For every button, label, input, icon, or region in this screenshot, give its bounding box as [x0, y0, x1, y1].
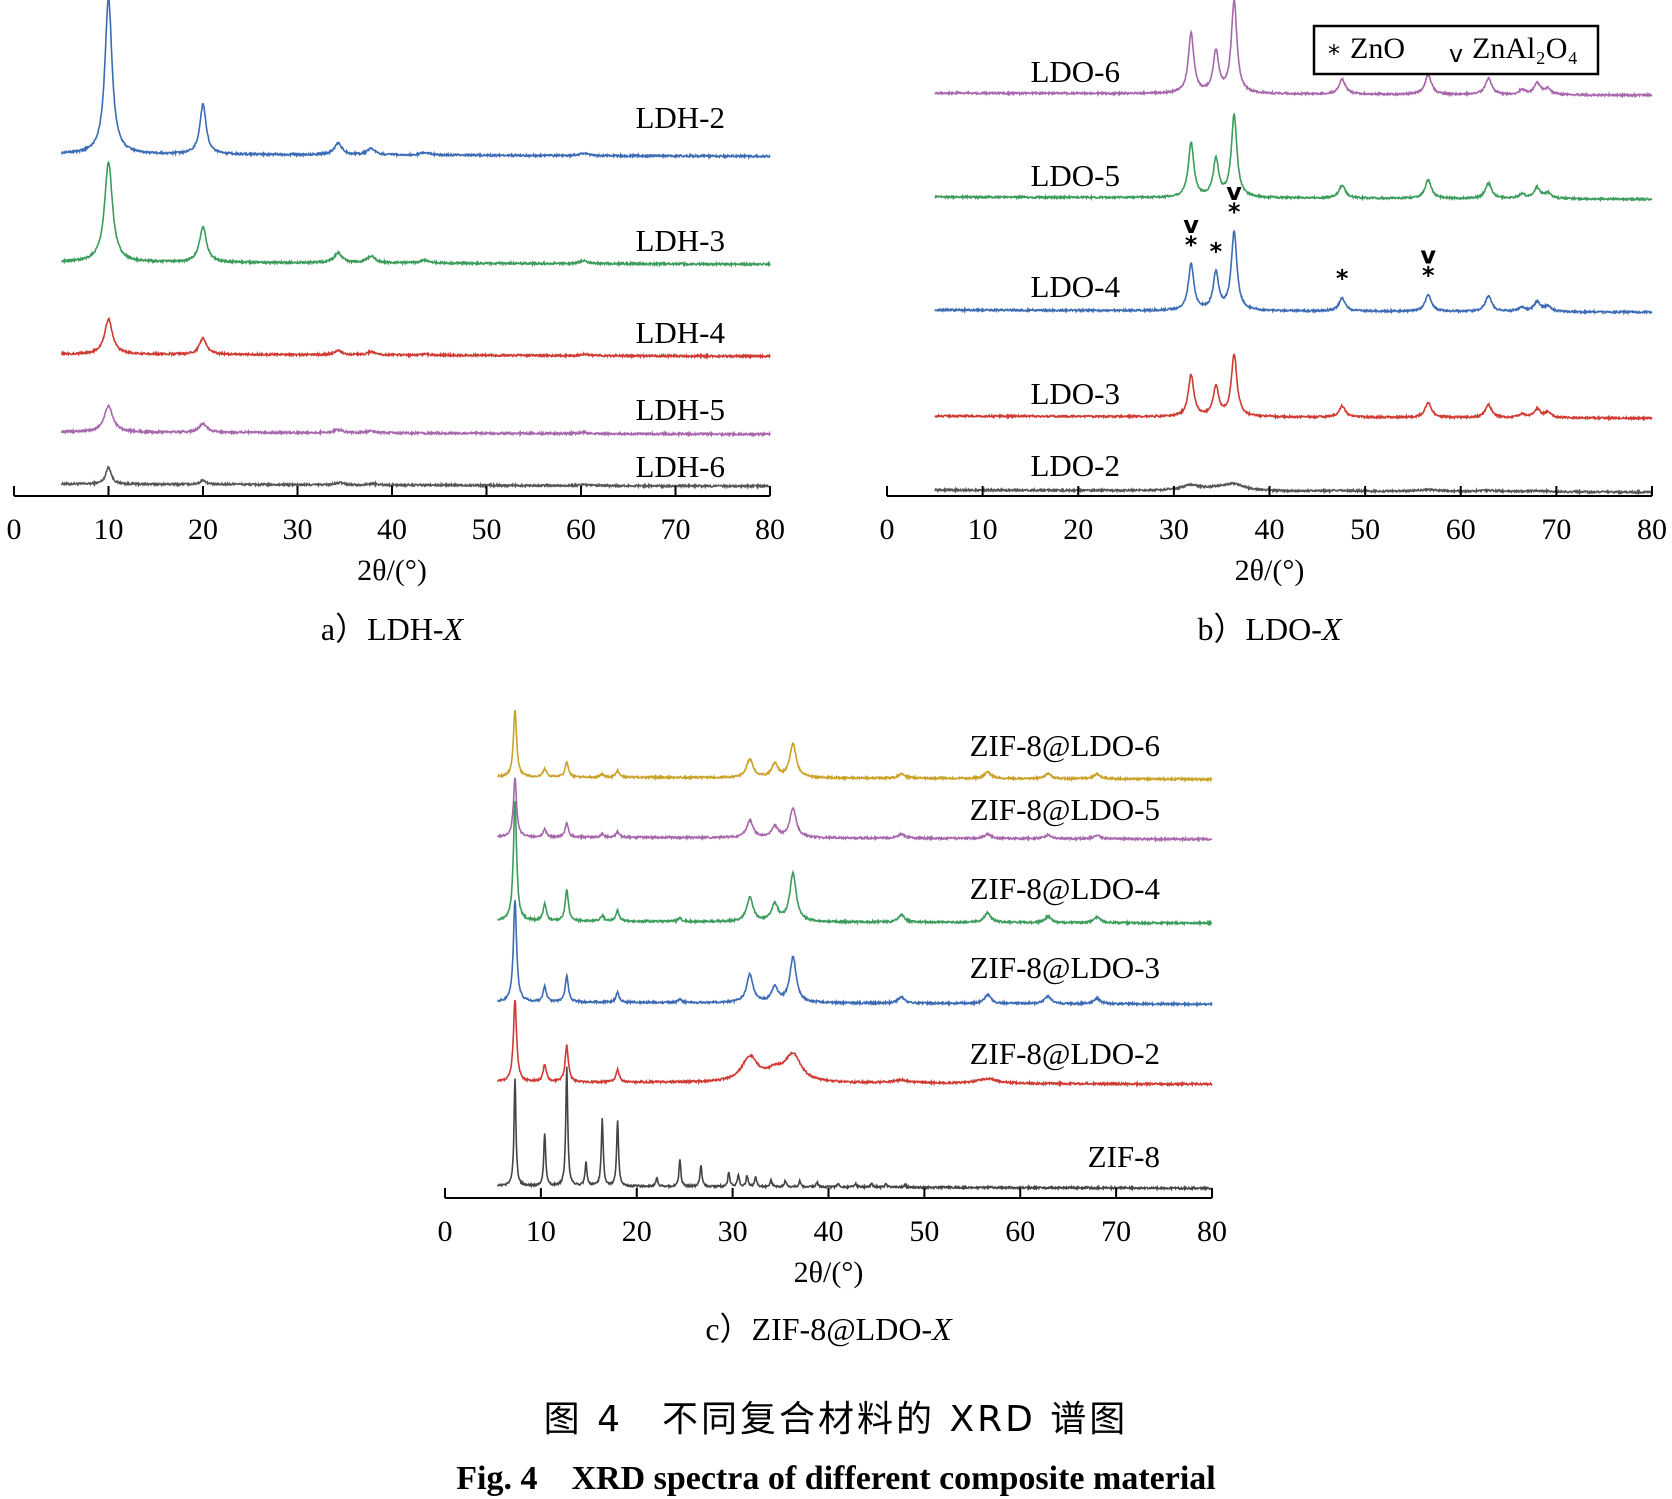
- x-tick-label: 60: [1005, 1215, 1035, 1248]
- x-tick-label: 70: [1101, 1215, 1131, 1248]
- chart-panel-c: ZIF-8 ZIF-8@LDO-2 ZIF-8@LDO-3 ZIF-8@LDO-4 ZI…: [438, 710, 1227, 1347]
- panel-label-a: a）LDH-X: [321, 611, 465, 647]
- series-line-ldo-6: [934, 0, 1653, 99]
- x-tick-label: 30: [283, 513, 313, 546]
- zno-peak-marker: *: [1228, 198, 1241, 226]
- panel-label-variable: X: [930, 1311, 953, 1347]
- series-label-ldh-2: LDH-2: [635, 100, 725, 135]
- x-tick-label: 10: [526, 1215, 556, 1248]
- panel-label-text: a）LDH-: [321, 611, 444, 647]
- panel-label-text: c）ZIF-8@LDO-: [705, 1311, 932, 1347]
- series-line-ldh-4: [60, 316, 771, 360]
- x-tick-label: 30: [1159, 513, 1189, 546]
- x-tick-label: 60: [1446, 513, 1476, 546]
- series-line-zif-8-ldo-5: [497, 777, 1212, 843]
- series-line-ldh-3: [60, 160, 771, 268]
- series-label-ldh-3: LDH-3: [635, 223, 725, 258]
- series-line-ldo-2: [934, 481, 1653, 496]
- chart-panel-a: LDH-6 LDH-5 LDH-4 LDH-3 LDH-2 0 10 20 30 40 50 60 70…: [7, 0, 785, 647]
- x-tick-label: 0: [438, 1215, 453, 1248]
- series-label-ldh-4: LDH-4: [635, 315, 725, 350]
- panel-label-b: b）LDO-X: [1198, 611, 1343, 647]
- series-line-ldo-3: [934, 353, 1653, 422]
- zno-peak-marker: *: [1336, 265, 1349, 293]
- zno-peak-marker: *: [1422, 261, 1435, 289]
- figure-caption-english: Fig. 4 XRD spectra of different composit…: [456, 1460, 1216, 1497]
- x-tick-label: 80: [755, 513, 785, 546]
- x-tick-label: 10: [94, 513, 124, 546]
- series-label-ldo-5: LDO-5: [1030, 158, 1120, 193]
- x-tick-label: 0: [880, 513, 895, 546]
- x-tick-label: 80: [1197, 1215, 1227, 1248]
- panel-label-variable: X: [1320, 611, 1343, 647]
- series-label-ldo-3: LDO-3: [1030, 376, 1120, 411]
- series-label-zif-8: ZIF-8: [1088, 1139, 1160, 1174]
- x-tick-label: 80: [1637, 513, 1667, 546]
- x-tick-label: 20: [188, 513, 218, 546]
- zno-peak-marker: *: [1185, 231, 1198, 259]
- series-label-ldo-2: LDO-2: [1030, 448, 1120, 483]
- znal2o4-peak-marker: v: [1183, 211, 1199, 239]
- series-line-ldh-6: [60, 465, 771, 491]
- series-line-zif-8: [496, 1066, 1213, 1192]
- legend-marker: *: [1328, 40, 1340, 68]
- series-label-zif-8-ldo-3: ZIF-8@LDO-3: [970, 950, 1160, 985]
- series-line-zif-8-ldo-4: [497, 800, 1213, 928]
- x-axis-title: 2θ/(°): [1235, 554, 1305, 587]
- chart-panel-b: LDO-2 LDO-3 LDO-4 LDO-5 LDO-6 0 10 20 30 40 50 60 70…: [880, 0, 1667, 647]
- x-tick-label: 20: [622, 1215, 652, 1248]
- x-tick-label: 20: [1063, 513, 1093, 546]
- x-tick-label: 10: [968, 513, 998, 546]
- panel-label-c: c）ZIF-8@LDO-X: [705, 1311, 953, 1347]
- legend: * ZnO v ZnAl₂O₄: [1312, 24, 1600, 76]
- panel-label-variable: X: [442, 611, 465, 647]
- series-line-ldh-2: [60, 0, 771, 161]
- panel-label-text: b）LDO-: [1198, 611, 1322, 647]
- x-tick-label: 40: [814, 1215, 844, 1248]
- zno-peak-marker: *: [1210, 237, 1223, 265]
- x-tick-label: 50: [472, 513, 502, 546]
- x-tick-label: 0: [7, 513, 22, 546]
- series-line-zif-8-ldo-6: [497, 710, 1213, 783]
- series-line-ldo-4: [934, 229, 1653, 316]
- legend-entry-label: ZnAl₂O₄: [1472, 32, 1578, 65]
- x-tick-label: 40: [1255, 513, 1285, 546]
- figure-caption-chinese: 图 4 不同复合材料的 XRD 谱图: [543, 1399, 1129, 1440]
- series-label-zif-8-ldo-6: ZIF-8@LDO-6: [970, 728, 1160, 763]
- legend-entry-label: ZnO: [1350, 32, 1405, 65]
- series-line-ldo-5: [934, 112, 1653, 203]
- znal2o4-peak-marker: v: [1420, 241, 1436, 269]
- x-tick-label: 50: [909, 1215, 939, 1248]
- series-label-zif-8-ldo-2: ZIF-8@LDO-2: [970, 1036, 1160, 1071]
- legend-marker: v: [1449, 40, 1463, 68]
- series-label-ldo-4: LDO-4: [1030, 269, 1120, 304]
- x-tick-label: 70: [661, 513, 691, 546]
- series-label-zif-8-ldo-5: ZIF-8@LDO-5: [970, 792, 1160, 827]
- x-tick-label: 30: [718, 1215, 748, 1248]
- x-axis-title: 2θ/(°): [794, 1256, 864, 1289]
- series-line-zif-8-ldo-3: [497, 900, 1213, 1008]
- series-label-ldh-6: LDH-6: [635, 449, 725, 484]
- x-tick-label: 50: [1350, 513, 1380, 546]
- legend-box: [1312, 24, 1600, 76]
- znal2o4-peak-marker: v: [1226, 178, 1242, 206]
- series-label-ldh-5: LDH-5: [635, 392, 725, 427]
- x-tick-label: 70: [1541, 513, 1571, 546]
- series-label-zif-8-ldo-4: ZIF-8@LDO-4: [970, 871, 1161, 906]
- series-label-ldo-6: LDO-6: [1030, 54, 1120, 89]
- series-line-ldh-5: [60, 404, 771, 439]
- x-tick-label: 40: [377, 513, 407, 546]
- series-line-zif-8-ldo-2: [496, 999, 1213, 1088]
- x-axis-title: 2θ/(°): [357, 554, 427, 587]
- x-tick-label: 60: [566, 513, 596, 546]
